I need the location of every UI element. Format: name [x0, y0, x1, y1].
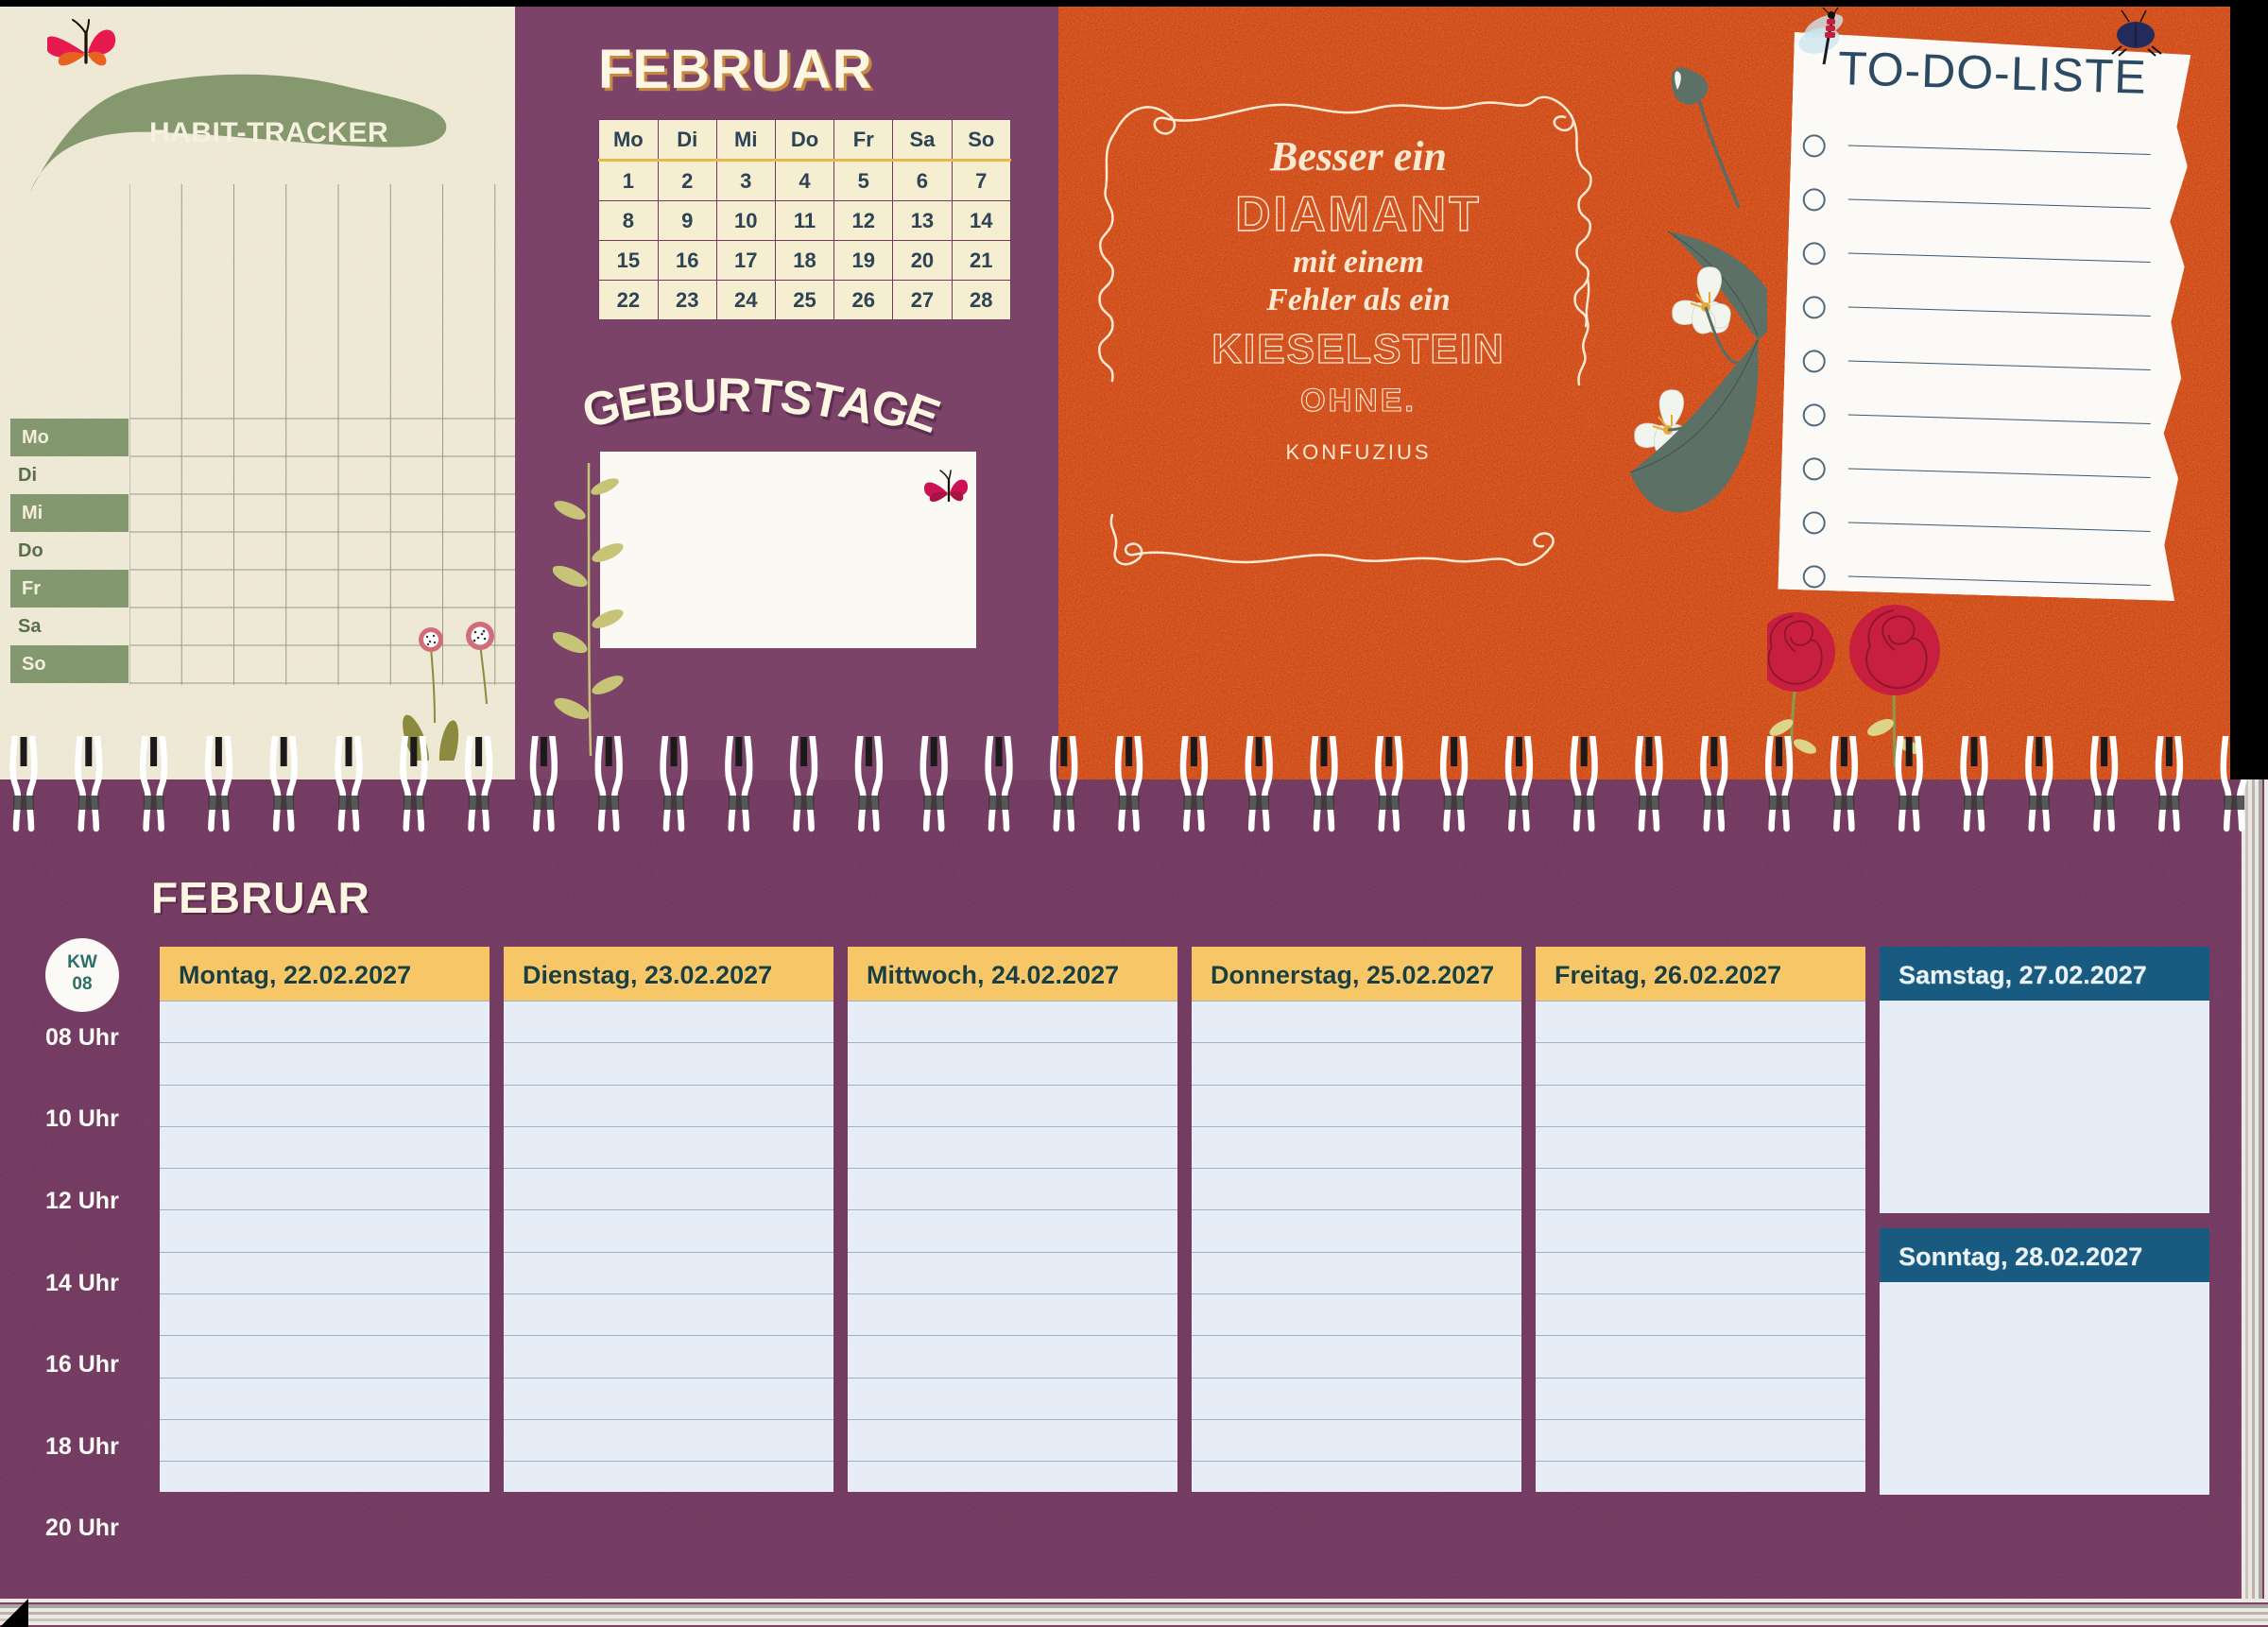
svg-text:HABIT-TRACKER: HABIT-TRACKER [149, 117, 388, 148]
